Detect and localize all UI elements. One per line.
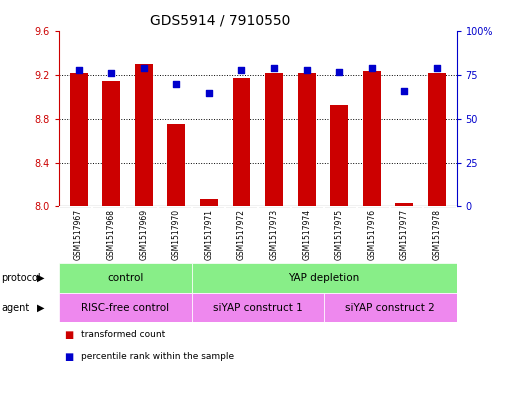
Bar xyxy=(396,203,413,206)
Text: siYAP construct 2: siYAP construct 2 xyxy=(345,303,435,312)
Point xyxy=(107,70,115,77)
Text: ▶: ▶ xyxy=(37,303,45,312)
Bar xyxy=(324,293,457,322)
Bar xyxy=(191,293,324,322)
Bar xyxy=(232,79,250,206)
Text: ▶: ▶ xyxy=(37,273,45,283)
Text: GSM1517969: GSM1517969 xyxy=(139,209,148,261)
Text: GSM1517967: GSM1517967 xyxy=(74,209,83,261)
Bar xyxy=(330,105,348,206)
Text: protocol: protocol xyxy=(1,273,41,283)
Text: GSM1517968: GSM1517968 xyxy=(107,209,115,260)
Point xyxy=(303,67,311,73)
Bar xyxy=(59,263,191,293)
Text: GSM1517978: GSM1517978 xyxy=(432,209,442,260)
Text: GSM1517976: GSM1517976 xyxy=(367,209,377,261)
Text: RISC-free control: RISC-free control xyxy=(81,303,169,312)
Text: transformed count: transformed count xyxy=(81,330,165,339)
Point xyxy=(172,81,181,87)
Bar xyxy=(200,199,218,206)
Bar xyxy=(265,73,283,206)
Point xyxy=(205,90,213,96)
Text: GDS5914 / 7910550: GDS5914 / 7910550 xyxy=(150,14,291,28)
Text: GSM1517973: GSM1517973 xyxy=(269,209,279,261)
Bar xyxy=(191,263,457,293)
Point xyxy=(368,65,376,71)
Text: percentile rank within the sample: percentile rank within the sample xyxy=(81,352,233,361)
Point xyxy=(74,67,83,73)
Text: ■: ■ xyxy=(64,352,73,362)
Text: siYAP construct 1: siYAP construct 1 xyxy=(213,303,303,312)
Bar xyxy=(167,124,185,206)
Point xyxy=(400,88,408,94)
Text: YAP depletion: YAP depletion xyxy=(288,273,360,283)
Text: GSM1517972: GSM1517972 xyxy=(237,209,246,260)
Bar xyxy=(363,71,381,206)
Text: ■: ■ xyxy=(64,330,73,340)
Text: GSM1517977: GSM1517977 xyxy=(400,209,409,261)
Text: agent: agent xyxy=(1,303,29,312)
Bar xyxy=(59,293,191,322)
Point xyxy=(270,65,278,71)
Point xyxy=(238,67,246,73)
Text: GSM1517974: GSM1517974 xyxy=(302,209,311,261)
Text: GSM1517970: GSM1517970 xyxy=(172,209,181,261)
Bar xyxy=(102,81,120,206)
Bar xyxy=(428,73,446,206)
Point xyxy=(140,65,148,71)
Text: GSM1517975: GSM1517975 xyxy=(335,209,344,261)
Point xyxy=(335,68,343,75)
Bar xyxy=(298,73,315,206)
Bar xyxy=(135,64,153,206)
Point xyxy=(433,65,441,71)
Bar xyxy=(70,73,88,206)
Text: GSM1517971: GSM1517971 xyxy=(204,209,213,260)
Text: control: control xyxy=(107,273,144,283)
